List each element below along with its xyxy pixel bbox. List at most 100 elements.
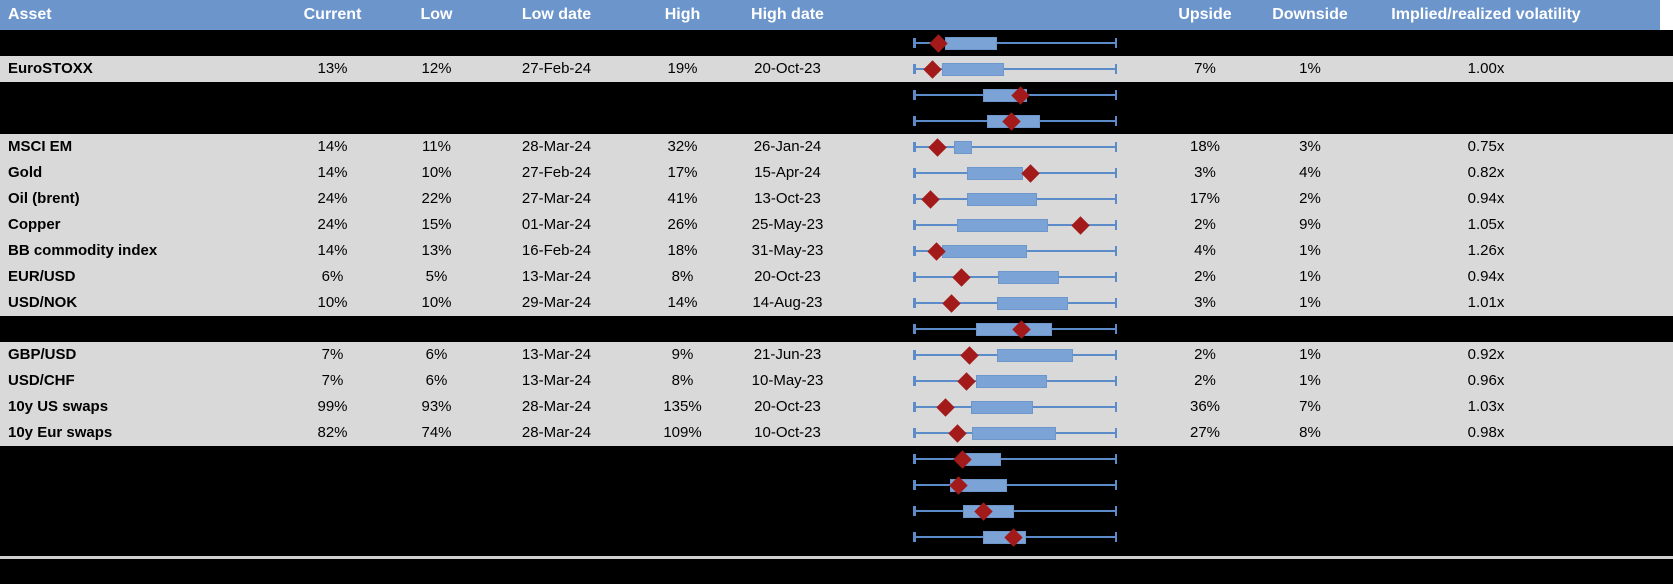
low-date-cell: 13-Mar-24: [521, 372, 592, 389]
whisker-cap-right: [1114, 454, 1117, 464]
low-date-cell: 28-Mar-24: [521, 398, 592, 415]
implied-realized-cell: 1.26x: [1467, 242, 1505, 259]
table-row-oil-brent-: Oil (brent) 24% 22% 27-Mar-24 41% 13-Oct-23 17…: [0, 186, 1673, 212]
range-box: [942, 62, 1004, 76]
current-cell: 14%: [317, 242, 348, 259]
boxplot: [913, 160, 1117, 186]
current-cell: 10%: [317, 294, 348, 311]
whisker-cap-left: [913, 428, 916, 438]
table-row-usd-chf: USD/CHF 7% 6% 13-Mar-24 8% 10-May-23 2% 1% 0.96x: [0, 368, 1673, 394]
boxplot: [913, 212, 1117, 238]
high-cell: 14%: [667, 294, 698, 311]
high-cell: 8%: [671, 372, 694, 389]
boxplot: [913, 472, 1117, 498]
asset-cell: USD/CHF: [8, 372, 75, 389]
high-cell: 41%: [667, 190, 698, 207]
implied-realized-cell: 0.82x: [1467, 164, 1505, 181]
downside-cell: 8%: [1299, 424, 1321, 441]
high-cell: 135%: [663, 398, 702, 415]
whisker-cap-right: [1114, 272, 1117, 282]
high-date-cell: 10-Oct-23: [754, 424, 821, 441]
low-date-cell: 27-Mar-24: [521, 190, 592, 207]
column-header-upside: Upside: [1178, 6, 1232, 23]
whisker-line: [913, 146, 1117, 148]
table-row-redacted: [0, 30, 1673, 56]
asset-cell: USD/NOK: [8, 294, 78, 311]
boxplot-cell: [845, 186, 1145, 212]
range-box: [967, 166, 1023, 180]
upside-cell: 2%: [1194, 372, 1216, 389]
current-cell: 24%: [317, 216, 348, 233]
low-cell: 11%: [422, 138, 451, 155]
high-date-cell: 13-Oct-23: [754, 190, 821, 207]
bottom-filler: [0, 558, 1673, 584]
whisker-line: [913, 484, 1117, 486]
whisker-cap-right: [1114, 116, 1117, 126]
low-cell: 13%: [421, 242, 452, 259]
range-box: [945, 36, 997, 50]
current-cell: 7%: [321, 372, 344, 389]
low-cell: 6%: [425, 346, 448, 363]
downside-cell: 1%: [1299, 60, 1321, 77]
low-date-cell: 28-Mar-24: [521, 138, 592, 155]
high-date-cell: 31-May-23: [751, 242, 824, 259]
high-date-cell: 14-Aug-23: [752, 294, 823, 311]
downside-cell: 9%: [1299, 216, 1321, 233]
boxplot-cell: [845, 290, 1145, 316]
whisker-line: [913, 68, 1117, 70]
table-row-redacted: [0, 82, 1673, 108]
header-corner-blank: [1660, 0, 1673, 30]
boxplot: [913, 498, 1117, 524]
whisker-cap-left: [913, 194, 916, 204]
implied-realized-cell: 0.94x: [1467, 190, 1505, 207]
low-date-cell: 28-Mar-24: [521, 424, 592, 441]
range-box: [976, 374, 1047, 388]
boxplot: [913, 394, 1117, 420]
boxplot-cell: [845, 108, 1145, 134]
range-box: [997, 296, 1069, 310]
diamond-marker-icon: [957, 371, 976, 391]
whisker-cap-right: [1114, 298, 1117, 308]
downside-cell: 1%: [1299, 346, 1321, 363]
table-row-usd-nok: USD/NOK 10% 10% 29-Mar-24 14% 14-Aug-23 3% 1% 1.…: [0, 290, 1673, 316]
table-row-gbp-usd: GBP/USD 7% 6% 13-Mar-24 9% 21-Jun-23 2% 1% 0.92x: [0, 342, 1673, 368]
current-cell: 6%: [321, 268, 344, 285]
asset-cell: Oil (brent): [8, 190, 80, 207]
boxplot: [913, 290, 1117, 316]
whisker-cap-left: [913, 246, 916, 256]
high-date-cell: 15-Apr-24: [754, 164, 821, 181]
whisker-cap-right: [1114, 428, 1117, 438]
whisker-cap-right: [1114, 64, 1117, 74]
range-box: [997, 270, 1060, 284]
whisker-cap-left: [913, 298, 916, 308]
boxplot: [913, 186, 1117, 212]
whisker-cap-left: [913, 454, 916, 464]
current-cell: 82%: [317, 424, 348, 441]
asset-cell: 10y Eur swaps: [8, 424, 113, 441]
current-cell: 99%: [317, 398, 348, 415]
low-cell: 22%: [421, 190, 452, 207]
boxplot: [913, 238, 1117, 264]
table-row-bb-commodity-index: BB commodity index 14% 13% 16-Feb-24 18% 31-M…: [0, 238, 1673, 264]
boxplot-cell: [845, 472, 1145, 498]
whisker-cap-right: [1114, 376, 1117, 386]
boxplot-cell: [845, 446, 1145, 472]
boxplot: [913, 342, 1117, 368]
high-date-cell: 20-Oct-23: [754, 268, 821, 285]
upside-cell: 3%: [1194, 294, 1216, 311]
current-cell: 24%: [317, 190, 348, 207]
high-cell: 32%: [667, 138, 698, 155]
low-date-cell: 01-Mar-24: [521, 216, 592, 233]
downside-cell: 4%: [1299, 164, 1321, 181]
boxplot: [913, 524, 1117, 550]
high-cell: 18%: [667, 242, 698, 259]
high-date-cell: 21-Jun-23: [753, 346, 822, 363]
boxplot-cell: [845, 342, 1145, 368]
implied-realized-cell: 0.96x: [1467, 372, 1505, 389]
whisker-cap-left: [913, 324, 916, 334]
whisker-cap-left: [913, 506, 916, 516]
downside-cell: 1%: [1299, 268, 1321, 285]
table-row-10y-eur-swaps: 10y Eur swaps 82% 74% 28-Mar-24 109% 10-Oct-2…: [0, 420, 1673, 446]
low-cell: 6%: [425, 372, 448, 389]
table-row-redacted: [0, 108, 1673, 134]
